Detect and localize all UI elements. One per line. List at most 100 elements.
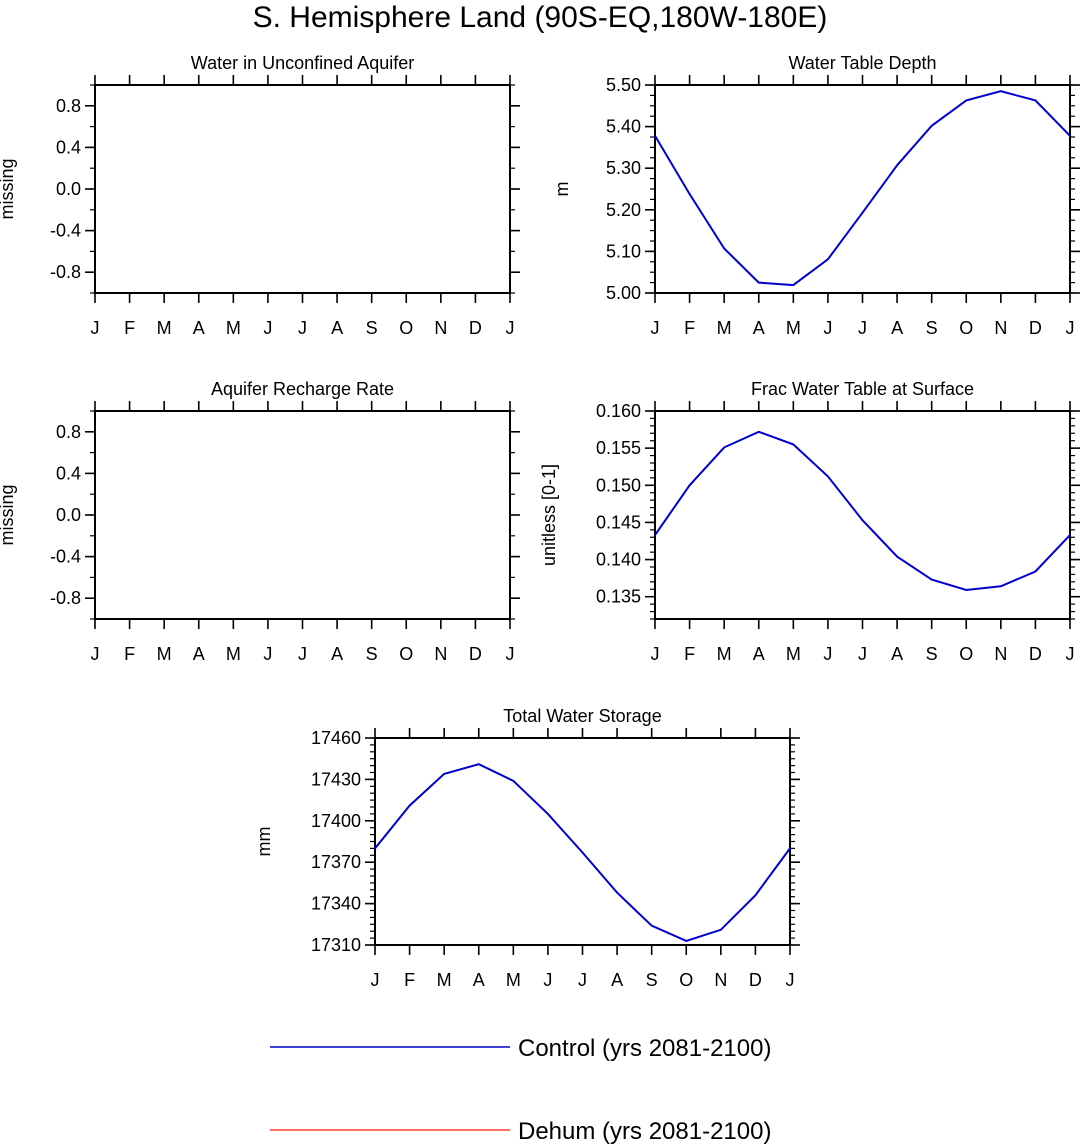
- x-tick-label: M: [226, 644, 241, 664]
- panel-3: Aquifer Recharge Rate missing -0.8 -0.4 0.0 0…: [0, 379, 520, 664]
- plot-frame: [94, 410, 511, 620]
- x-tick-label: A: [611, 970, 623, 990]
- y-tick-label: -0.8: [50, 588, 81, 608]
- x-tick-label: O: [399, 318, 413, 338]
- y-tick-label: 0.145: [596, 512, 641, 532]
- legend-label-control: Control (yrs 2081-2100): [518, 1035, 771, 1062]
- x-tick-label: J: [371, 970, 380, 990]
- x-tick-label: M: [786, 318, 801, 338]
- x-tick-label: F: [124, 644, 135, 664]
- x-tick-label: D: [1029, 644, 1042, 664]
- data-point: [757, 431, 760, 433]
- x-tick-label: D: [749, 970, 762, 990]
- x-tick-label: J: [263, 318, 272, 338]
- data-point: [374, 847, 376, 850]
- data-point: [547, 813, 549, 815]
- data-point: [1069, 134, 1071, 137]
- y-axis-label: unitless [0-1]: [539, 464, 559, 566]
- panel-2: Water Table Depth m 5.00 5.10 5.20 5.30 5.40 5.…: [552, 53, 1080, 338]
- y-tick-label: -0.4: [50, 221, 81, 241]
- legend-entry-control: Control (yrs 2081-2100): [270, 1035, 771, 1062]
- x-tick-label: S: [926, 318, 938, 338]
- y-tick-label: 5.10: [606, 241, 641, 261]
- x-tick-label: J: [543, 970, 552, 990]
- data-point: [688, 193, 691, 195]
- data-point: [754, 894, 757, 897]
- data-point: [965, 589, 968, 591]
- panel-1: Water in Unconfined Aquifer missing -0.8 -0…: [0, 53, 520, 338]
- y-tick-label: 0.150: [596, 475, 641, 495]
- x-tick-label: F: [684, 318, 695, 338]
- y-tick-label: 0.0: [56, 179, 81, 199]
- x-tick-label: F: [684, 644, 695, 664]
- data-point: [723, 247, 725, 250]
- y-tick-label: 0.8: [56, 96, 81, 116]
- data-point: [650, 924, 653, 927]
- y-axis-label: mm: [254, 827, 274, 857]
- x-tick-label: D: [469, 318, 482, 338]
- y-tick-label: 0.135: [596, 587, 641, 607]
- data-point: [789, 847, 791, 850]
- legend-entry-dehum: Dehum (yrs 2081-2100): [270, 1118, 771, 1144]
- x-tick-label: A: [891, 644, 903, 664]
- y-tick-label: 0.155: [596, 438, 641, 458]
- data-point: [861, 519, 864, 521]
- y-axis-label: m: [552, 182, 572, 197]
- figure-title: S. Hemisphere Land (90S-EQ,180W-180E): [253, 1, 828, 34]
- x-tick-label: A: [193, 318, 205, 338]
- panel-title: Aquifer Recharge Rate: [211, 379, 394, 399]
- data-point: [581, 851, 584, 854]
- panel-title: Water in Unconfined Aquifer: [191, 53, 414, 73]
- x-tick-label: N: [714, 970, 727, 990]
- x-tick-label: F: [124, 318, 135, 338]
- plot-frame: [374, 737, 791, 946]
- y-tick-label: 17340: [311, 894, 361, 914]
- x-tick-label: O: [679, 970, 693, 990]
- x-tick-label: J: [506, 318, 515, 338]
- y-tick-label: -0.8: [50, 262, 81, 282]
- data-point: [827, 475, 829, 478]
- data-point: [477, 763, 480, 766]
- y-tick-label: 5.30: [606, 158, 641, 178]
- y-axis-label: missing: [0, 158, 17, 219]
- x-tick-label: J: [298, 318, 307, 338]
- data-point: [861, 211, 864, 214]
- data-point: [930, 124, 933, 127]
- data-point: [720, 929, 722, 931]
- x-tick-label: D: [469, 644, 482, 664]
- data-point: [792, 284, 795, 286]
- x-tick-label: A: [331, 318, 343, 338]
- panel-title: Total Water Storage: [503, 706, 661, 726]
- panel-5: Total Water Storage mm 17310 17340 17370 1740…: [254, 706, 800, 990]
- panel-title: Water Table Depth: [788, 53, 936, 73]
- y-tick-label: 0.4: [56, 463, 81, 483]
- data-point: [930, 578, 933, 581]
- x-tick-label: J: [1066, 318, 1075, 338]
- x-tick-label: J: [823, 318, 832, 338]
- series-line-control: [654, 430, 1071, 592]
- y-tick-label: 17400: [311, 811, 361, 831]
- x-tick-label: O: [959, 318, 973, 338]
- y-tick-label: 0.140: [596, 550, 641, 570]
- x-tick-label: M: [157, 644, 172, 664]
- x-tick-label: N: [994, 318, 1007, 338]
- x-tick-label: J: [1066, 644, 1075, 664]
- plot-frame: [654, 410, 1071, 620]
- y-tick-label: 17430: [311, 769, 361, 789]
- x-tick-label: J: [263, 644, 272, 664]
- x-tick-label: S: [926, 644, 938, 664]
- x-tick-label: M: [786, 644, 801, 664]
- x-tick-label: J: [858, 318, 867, 338]
- y-tick-label: 5.40: [606, 117, 641, 137]
- data-point: [827, 258, 829, 261]
- x-tick-label: J: [578, 970, 587, 990]
- panel-4: Frac Water Table at Surface unitless [0-1…: [539, 379, 1080, 664]
- y-tick-label: 0.8: [56, 422, 81, 442]
- data-point: [1000, 90, 1002, 93]
- x-tick-label: M: [437, 970, 452, 990]
- y-tick-label: 5.50: [606, 75, 641, 95]
- x-tick-label: O: [399, 644, 413, 664]
- x-tick-label: J: [91, 644, 100, 664]
- x-tick-label: O: [959, 644, 973, 664]
